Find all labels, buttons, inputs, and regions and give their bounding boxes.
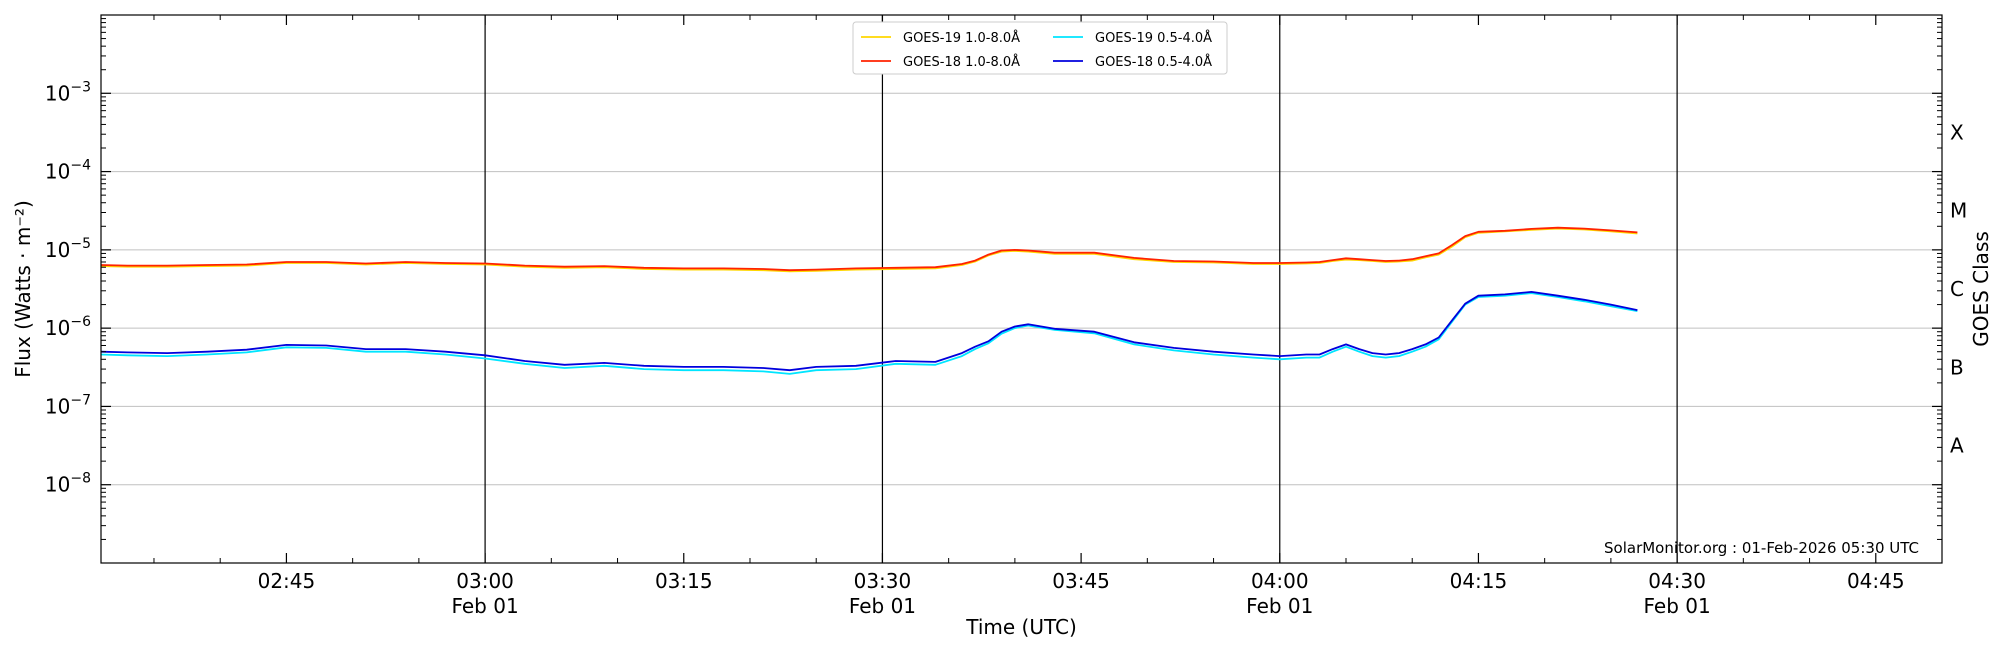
- legend-box: [852, 21, 1228, 75]
- series-line-goes-19-0-5-4-0-: [100, 292, 1638, 375]
- x-tick-date-label: Feb 01: [451, 594, 518, 618]
- x-axis-label: Time (UTC): [965, 615, 1077, 639]
- series-line-goes-18-0-5-4-0-: [100, 290, 1638, 372]
- x-tick-date-label: Feb 01: [1246, 594, 1313, 618]
- y-tick-label: 10−6: [45, 314, 91, 340]
- vertical-lines-layer: [484, 15, 1678, 563]
- goes-class-label: C: [1950, 277, 1964, 301]
- x-tick-label: 04:00: [1251, 569, 1309, 593]
- y-tick-label: 10−7: [45, 392, 91, 418]
- y-tick-label: 10−8: [45, 471, 91, 497]
- legend-label: GOES-19 0.5-4.0Å: [1095, 30, 1212, 46]
- goes-class-label: X: [1950, 120, 1964, 144]
- grid-layer: [101, 92, 1942, 486]
- goes-class-label: B: [1950, 355, 1964, 379]
- x-tick-label: 04:30: [1648, 569, 1706, 593]
- x-tick-label: 03:15: [655, 569, 713, 593]
- x-tick-label: 04:45: [1847, 569, 1905, 593]
- y-tick-label: 10−3: [45, 79, 91, 105]
- y-tick-label: 10−5: [45, 236, 91, 262]
- goes-class-axis: X M C B A: [1950, 120, 1967, 457]
- x-tick-label: 03:30: [854, 569, 912, 593]
- y-tick-label: 10−4: [45, 158, 91, 184]
- goes-class-axis-label: GOES Class: [1969, 231, 1993, 347]
- legend-items: GOES-19 1.0-8.0Å GOES-19 0.5-4.0Å GOES-18 …: [861, 30, 1212, 70]
- x-tick-label: 03:00: [456, 569, 514, 593]
- y-axis: 10−8 10−7 10−6 10−5 10−4 10−3: [45, 18, 1942, 540]
- credit-text: SolarMonitor.org : 01-Feb-2026 05:30 UTC: [1604, 539, 1919, 557]
- y-axis-label: Flux (Watts · m⁻²): [11, 200, 35, 378]
- legend: GOES-19 1.0-8.0Å GOES-19 0.5-4.0Å GOES-18 …: [852, 21, 1228, 75]
- x-tick-label: 04:15: [1450, 569, 1508, 593]
- legend-label: GOES-18 1.0-8.0Å: [903, 54, 1020, 70]
- series-line-goes-18-1-0-8-0-: [100, 226, 1638, 272]
- plot-frame: [100, 14, 1943, 564]
- x-tick-label: 02:45: [258, 569, 316, 593]
- x-tick-date-label: Feb 01: [1643, 594, 1710, 618]
- series-layer: [100, 226, 1638, 375]
- x-tick-date-label: Feb 01: [849, 594, 916, 618]
- goes-class-label: M: [1950, 199, 1967, 223]
- x-tick-label: 03:45: [1052, 569, 1110, 593]
- legend-label: GOES-19 1.0-8.0Å: [903, 30, 1020, 46]
- legend-label: GOES-18 0.5-4.0Å: [1095, 54, 1212, 70]
- goes-class-label: A: [1950, 434, 1964, 458]
- series-line-goes-19-1-0-8-0-: [100, 227, 1638, 273]
